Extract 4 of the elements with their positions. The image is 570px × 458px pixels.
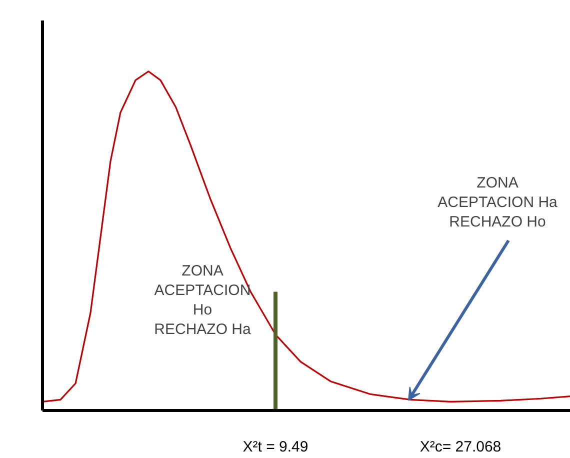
x-tick-label: X²c= 27.068	[420, 438, 502, 456]
x-tick-label: X²t = 9.49	[242, 438, 308, 456]
annotation: ZONA ACEPTACION Ho RECHAZO Ha	[154, 262, 252, 338]
annotation: ZONA ACEPTACION Ha RECHAZO Ho	[438, 174, 558, 231]
